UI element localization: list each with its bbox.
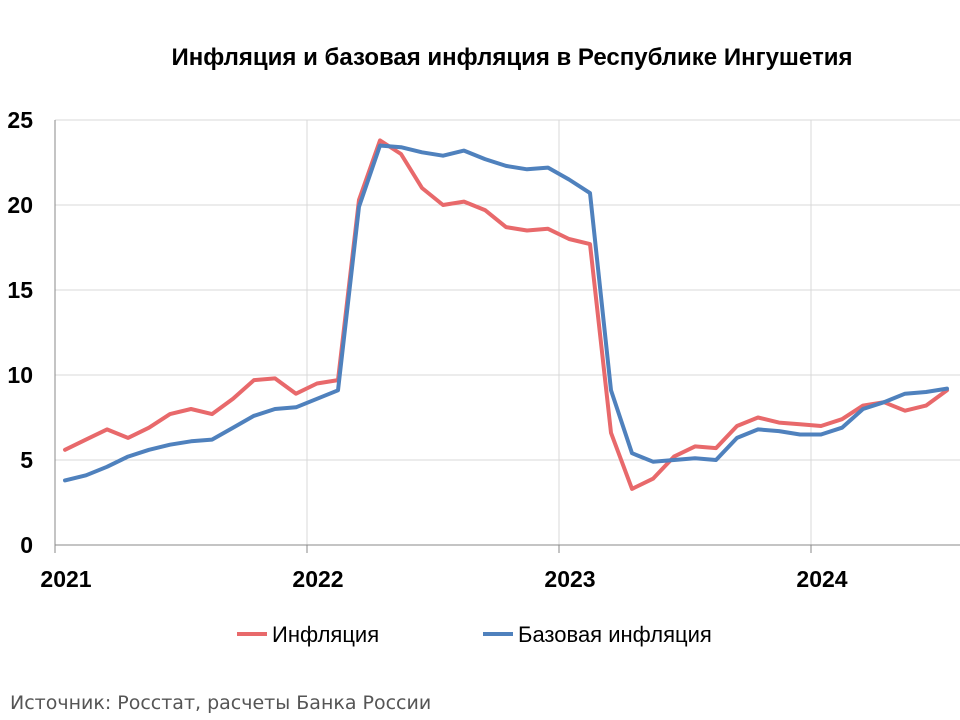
core-inflation-line <box>63 143 949 483</box>
inflation-line <box>63 138 949 491</box>
legend-label-core-inflation: Базовая инфляция <box>518 622 712 647</box>
y-tick-labels: 0 5 10 15 20 25 <box>7 107 33 558</box>
legend: Инфляция Базовая инфляция <box>237 622 712 647</box>
x-tick-label: 2021 <box>40 566 91 592</box>
x-tick-label: 2024 <box>796 566 847 592</box>
axes <box>54 120 960 553</box>
y-tick-label: 0 <box>20 532 33 558</box>
grid <box>55 119 960 545</box>
source-note: Источник: Росстат, расчеты Банка России <box>10 692 432 714</box>
y-tick-label: 15 <box>7 277 33 303</box>
x-tick-labels: 2021 2022 2023 2024 <box>40 566 847 592</box>
y-tick-label: 25 <box>7 107 33 133</box>
series-lines <box>63 138 949 491</box>
y-tick-label: 10 <box>7 362 33 388</box>
chart-title: Инфляция и базовая инфляция в Республике… <box>171 44 853 71</box>
legend-label-inflation: Инфляция <box>272 622 379 647</box>
y-tick-label: 5 <box>20 447 33 473</box>
x-tick-label: 2022 <box>292 566 343 592</box>
y-tick-label: 20 <box>7 192 33 218</box>
x-tick-label: 2023 <box>544 566 595 592</box>
